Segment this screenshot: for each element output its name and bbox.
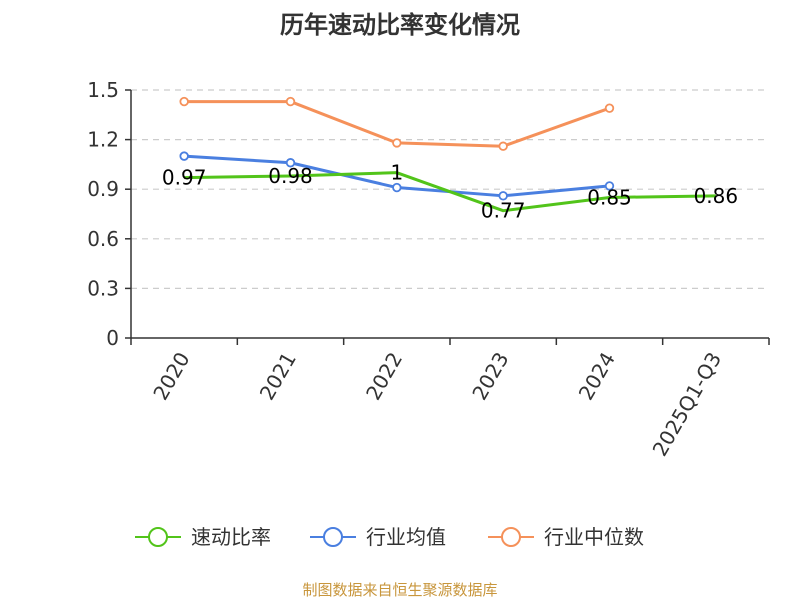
x-tick-label: 2025Q1-Q3: [648, 348, 727, 460]
series-point: [392, 138, 402, 148]
chart-title: 历年速动比率变化情况: [280, 11, 520, 39]
x-tick-label: 2022: [361, 348, 407, 404]
x-tick-label: 2021: [255, 348, 301, 404]
y-tick-label: 1.5: [87, 78, 119, 102]
series-point: [498, 191, 508, 201]
legend-marker: [148, 527, 168, 547]
data-labels: 0.97 0.98 1 0.77 0.85 0.86: [162, 161, 738, 223]
legend-marker: [323, 527, 343, 547]
series-1: [179, 151, 615, 201]
legend-label: 速动比率: [191, 525, 271, 549]
x-tick-label: 2020: [148, 348, 194, 404]
series-0: [184, 171, 716, 213]
legend-label: 行业中位数: [544, 525, 644, 549]
series-point: [285, 96, 296, 107]
series-lines: [179, 96, 716, 213]
data-label: 0.85: [587, 185, 632, 209]
legend-marker: [501, 527, 521, 547]
x-tick-label: 2024: [574, 348, 620, 404]
source-note: 制图数据来自恒生聚源数据库: [302, 581, 497, 599]
series-2: [179, 96, 615, 151]
legend-item-1: 行业均值: [310, 525, 446, 549]
y-tick-label: 1.2: [87, 128, 119, 152]
data-label: 0.98: [268, 164, 313, 188]
grid-lines: [131, 89, 769, 289]
series-point: [604, 181, 615, 191]
axes: 0 0.3 0.6 0.9 1.2 1.5 2020 2021 2022 2023 2024 2025…: [87, 78, 770, 460]
series-point: [179, 96, 189, 107]
data-label: 0.77: [481, 199, 526, 223]
y-tick-label: 0.9: [87, 177, 119, 201]
y-tick-label: 0.3: [87, 276, 119, 300]
legend-item-0: 速动比率: [135, 525, 271, 549]
series-point: [498, 141, 508, 151]
legend: 速动比率 行业均值 行业中位数: [135, 525, 644, 549]
legend-label: 行业均值: [366, 525, 446, 549]
series-line: [184, 171, 716, 213]
data-label: 0.86: [694, 184, 739, 208]
series-point: [604, 103, 615, 113]
series-point: [179, 151, 189, 161]
y-tick-label: 0.6: [87, 227, 119, 251]
x-tick-label: 2023: [467, 348, 513, 404]
series-point: [285, 158, 296, 168]
y-tick-label: 0: [106, 326, 119, 350]
legend-item-2: 行业中位数: [488, 525, 644, 549]
data-label: 1: [390, 161, 403, 185]
data-label: 0.97: [162, 166, 207, 190]
series-point: [392, 182, 402, 193]
